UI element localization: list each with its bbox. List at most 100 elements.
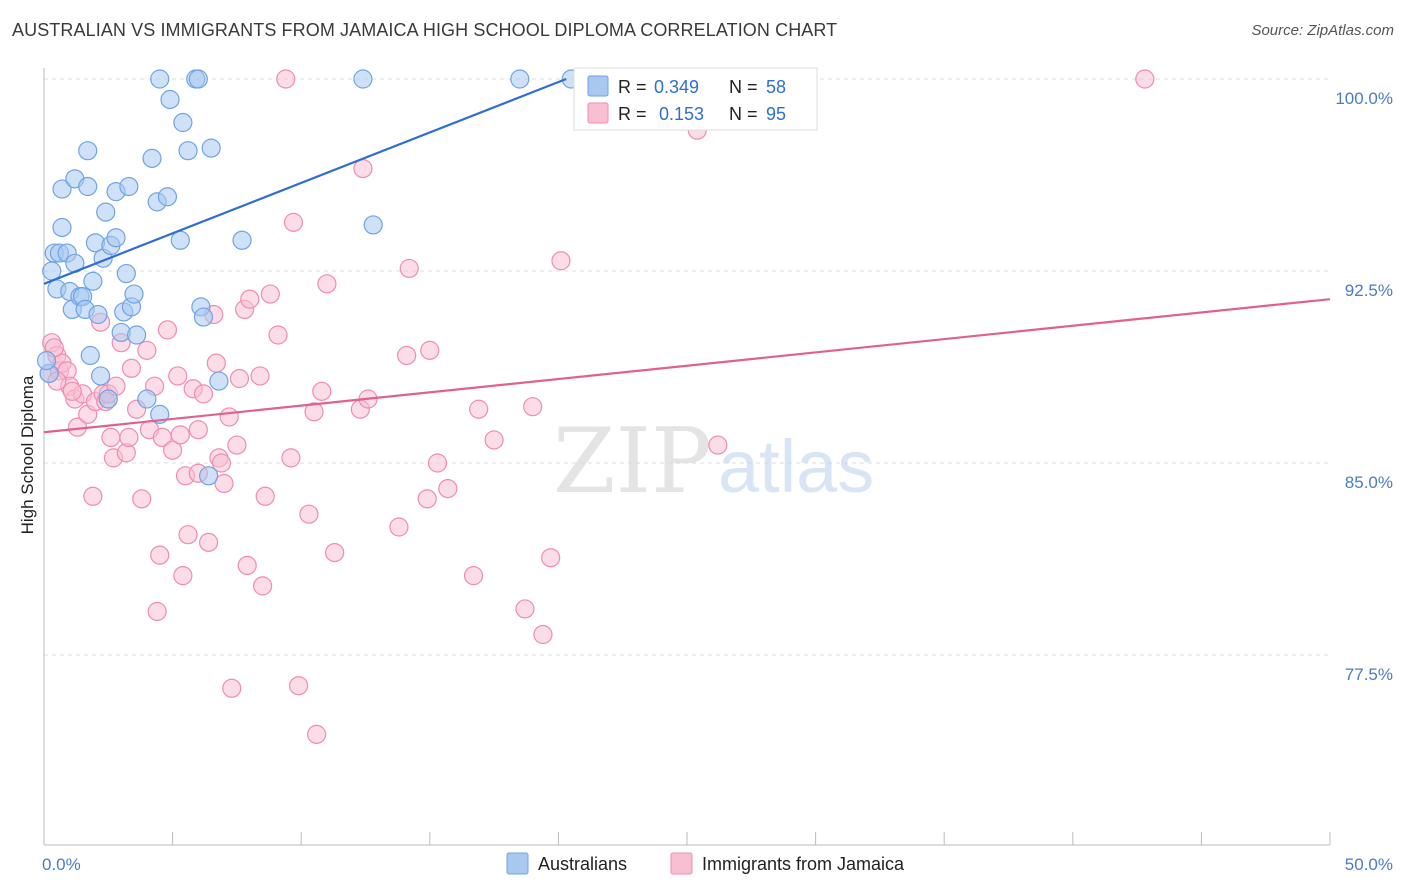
source-label: Source: ZipAtlas.com	[1251, 22, 1394, 39]
australians-point-23	[98, 389, 118, 409]
jamaica-point-40	[188, 420, 208, 440]
jamaica-point-33	[168, 366, 188, 386]
jamaica-point-54	[250, 366, 270, 386]
correlation-legend: R = 0.349 N = 58 R = 0.153 N = 95	[573, 67, 818, 131]
australians-point-45	[188, 69, 208, 89]
watermark: ZIP atlas	[553, 409, 874, 514]
jamaica-point-68	[325, 542, 345, 563]
jamaica-point-35	[173, 566, 193, 586]
australians-point-4	[52, 217, 72, 238]
y-tick-label-3: 77.5%	[1345, 665, 1393, 684]
australians-point-35	[142, 148, 162, 168]
australians-point-54	[510, 69, 530, 89]
legend-n-value-2: 95	[766, 104, 786, 124]
australians-point-40	[160, 89, 180, 110]
jamaica-point-58	[268, 325, 288, 345]
x-tick-label-max: 50.0%	[1345, 855, 1393, 874]
australians-point-22	[96, 202, 116, 222]
y-axis-tick-labels: 100.0% 92.5% 85.0% 77.5%	[1335, 89, 1393, 684]
australians-point-39	[157, 187, 178, 207]
jamaica-point-72	[389, 517, 409, 537]
australians-point-57	[36, 351, 57, 371]
jamaica-point-60	[281, 448, 301, 468]
series-australians-points	[36, 69, 581, 486]
jamaica-point-28	[147, 601, 167, 622]
jamaica-point-32	[163, 440, 183, 460]
legend-n-label-1: N =	[729, 77, 758, 97]
australians-point-20	[90, 366, 111, 386]
jamaica-point-80	[469, 399, 489, 419]
bottom-legend-label-jamaica: Immigrants from Jamaica	[702, 854, 905, 874]
jamaica-point-79	[463, 566, 484, 586]
y-tick-label-1: 92.5%	[1345, 281, 1393, 300]
jamaica-point-56	[255, 486, 275, 506]
jamaica-point-78	[438, 479, 458, 499]
jamaica-point-22	[121, 358, 142, 378]
jamaica-point-83	[523, 397, 543, 417]
australians-point-32	[124, 284, 144, 304]
watermark-zip: ZIP	[553, 409, 712, 514]
jamaica-point-42	[199, 532, 219, 552]
jamaica-point-88	[708, 435, 728, 455]
jamaica-point-73	[397, 345, 417, 366]
bottom-legend-label-australians: Australians	[538, 854, 627, 874]
gridlines	[44, 78, 1330, 656]
jamaica-point-31	[157, 320, 178, 340]
legend-r-value-2: 0.153	[659, 104, 704, 124]
australians-trend-line	[43, 77, 567, 285]
australians-point-25	[106, 228, 126, 248]
jamaica-point-84	[533, 624, 553, 645]
jamaica-point-61	[283, 212, 304, 232]
jamaica-point-82	[515, 599, 535, 619]
jamaica-point-11	[83, 486, 103, 506]
jamaica-point-49	[227, 435, 247, 455]
australians-point-43	[178, 141, 198, 161]
y-axis-title: High School Diploma	[18, 375, 37, 534]
jamaica-point-77	[427, 453, 448, 473]
australians-point-17	[83, 271, 103, 291]
jamaica-point-21	[119, 427, 139, 447]
australians-point-15	[78, 176, 98, 197]
y-tick-label-2: 85.0%	[1345, 473, 1393, 492]
australians-point-14	[78, 141, 98, 161]
bottom-legend-swatch-australians	[506, 852, 529, 875]
australians-point-29	[116, 263, 136, 284]
series-legend: Australians Immigrants from Jamaica	[506, 852, 905, 875]
jamaica-point-44	[206, 353, 226, 373]
australians-point-5	[52, 179, 72, 199]
jamaica-point-64	[304, 402, 324, 422]
jamaica-point-76	[420, 340, 440, 360]
jamaica-point-24	[132, 489, 152, 509]
jamaica-point-59	[276, 69, 296, 89]
australians-point-16	[80, 345, 100, 366]
australians-point-34	[137, 389, 157, 409]
australians-point-49	[201, 138, 221, 158]
legend-n-value-1: 58	[766, 77, 786, 97]
chart-title: AUSTRALIAN VS IMMIGRANTS FROM JAMAICA HI…	[12, 20, 838, 40]
jamaica-point-94	[211, 453, 232, 473]
jamaica-point-57	[260, 284, 280, 304]
jamaica-point-65	[307, 724, 327, 744]
jamaica-point-34	[170, 425, 190, 445]
jamaica-point-50	[229, 368, 250, 389]
australians-point-52	[353, 69, 373, 89]
jamaica-point-41	[193, 384, 214, 404]
australians-point-33	[126, 325, 147, 345]
jamaica-point-25	[137, 340, 157, 360]
watermark-atlas: atlas	[718, 425, 874, 508]
bottom-legend-swatch-jamaica	[670, 852, 693, 875]
series-jamaica-points	[39, 69, 1155, 744]
australians-point-51	[232, 230, 252, 250]
jamaica-point-52	[237, 555, 257, 576]
jamaica-point-81	[484, 430, 504, 450]
jamaica-point-55	[253, 576, 273, 596]
legend-r-value-1: 0.349	[654, 77, 699, 97]
jamaica-point-85	[541, 548, 561, 568]
trend-lines	[43, 77, 1331, 434]
australians-point-53	[363, 215, 383, 235]
legend-r-label-1: R =	[618, 77, 647, 97]
x-tick-label-min: 0.0%	[42, 855, 81, 874]
jamaica-point-46	[214, 473, 234, 494]
jamaica-point-66	[312, 381, 332, 401]
australians-point-42	[173, 112, 193, 133]
